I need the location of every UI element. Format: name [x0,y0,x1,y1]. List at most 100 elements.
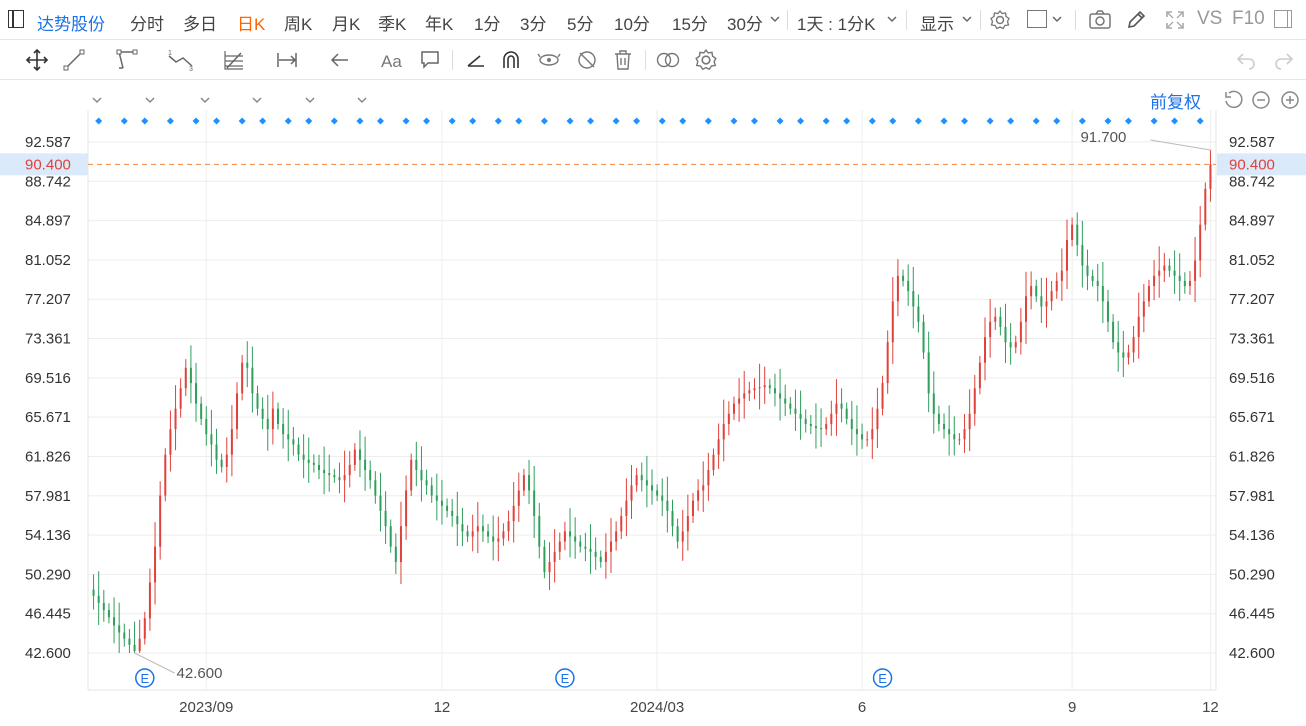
candle-body [820,428,823,430]
angle-tool-icon[interactable] [464,48,488,72]
redo-icon[interactable] [1272,48,1296,72]
chevron-down-icon[interactable] [200,97,210,105]
candle-body [138,638,141,651]
candle-body [189,367,192,384]
f10-button[interactable]: F10 [1232,8,1265,29]
drawing-toolbar: 1 3 Aa [0,40,1306,104]
min-leader-line [134,652,175,674]
chevron-down-icon[interactable] [962,16,972,24]
price-adjust-button[interactable]: 前复权 [1150,93,1201,112]
dividend-marker [1150,117,1158,125]
y-tick-label-right: 84.897 [1229,213,1275,230]
move-icon[interactable] [25,48,49,72]
line-tool-icon[interactable] [62,48,86,72]
chevron-down-icon[interactable] [252,97,262,105]
kline-chart-svg[interactable]: 92.587 92.587 88.742 88.742 84.897 84.897 81.0… [0,80,1306,726]
comment-tool-icon[interactable] [419,48,441,72]
stock-name[interactable]: 达势股份 [37,15,105,34]
trash-icon[interactable] [612,48,634,72]
tab-5min[interactable]: 5分 [567,15,594,34]
pencil-icon[interactable] [1125,9,1147,31]
tab-weekly-k[interactable]: 周K [284,15,313,34]
chevron-down-icon[interactable] [357,97,367,105]
wave-tool-icon[interactable]: 1 3 [166,48,196,72]
text-tool-icon[interactable]: Aa [380,48,406,72]
divider [1075,10,1076,30]
fib-tool-icon[interactable] [222,48,246,72]
tab-10min[interactable]: 10分 [614,15,650,34]
candle-body [497,538,500,542]
candle-body [968,413,971,430]
zoom-out-icon[interactable] [1250,89,1272,111]
candle-body [1199,224,1202,261]
tab-quarterly-k[interactable]: 季K [378,15,407,34]
chevron-down-icon[interactable] [92,97,102,105]
zoom-in-icon[interactable] [1279,89,1301,111]
candle-body [154,546,157,583]
dividend-marker [566,117,574,125]
tab-timeshare[interactable]: 分时 [130,15,164,34]
arrow-tool-icon[interactable] [328,48,352,72]
candle-body [876,408,879,430]
y-tick-label-right: 57.981 [1229,488,1275,505]
undo-icon[interactable] [1234,48,1258,72]
tab-30min[interactable]: 30分 [727,15,763,34]
candle-body [271,408,274,430]
candle-body [1101,286,1104,302]
lock-icon[interactable] [536,48,562,72]
tab-1min[interactable]: 1分 [474,15,501,34]
candle-body [866,439,869,441]
candle-body [471,531,474,537]
candle-body [1209,164,1212,189]
tab-15min[interactable]: 15分 [672,15,708,34]
settings-gear-icon[interactable] [989,9,1011,31]
candle-body [128,638,131,645]
dividend-marker [704,117,712,125]
side-panel-icon[interactable] [1274,10,1292,28]
chart-type-icon[interactable] [1027,10,1047,28]
tab-multi-day[interactable]: 多日 [183,15,217,34]
candle-body [1065,240,1068,271]
candle-body [507,521,510,532]
chevron-down-icon[interactable] [887,16,897,24]
candle-body [861,434,864,440]
channel-tool-icon[interactable] [115,48,139,72]
candle-body [143,618,146,639]
tab-yearly-k[interactable]: 年K [425,15,454,34]
candle-body [722,424,725,440]
compare-icon[interactable] [655,48,681,72]
chevron-down-icon[interactable] [1052,16,1062,24]
candle-body [640,475,643,481]
kline-chart[interactable]: 92.587 92.587 88.742 88.742 84.897 84.897 81.0… [0,80,1306,726]
candle-body [446,505,449,511]
candle-body [323,470,326,474]
tab-3min[interactable]: 3分 [520,15,547,34]
dividend-marker [679,117,687,125]
magnet-icon[interactable] [499,48,523,72]
candle-body [707,470,710,486]
fullscreen-icon[interactable] [1164,9,1186,31]
period-select[interactable]: 1天 : 1分K [797,15,876,34]
measure-tool-icon[interactable] [275,48,299,72]
candle-body [215,444,218,460]
chevron-down-icon[interactable] [305,97,315,105]
camera-icon[interactable] [1088,9,1112,31]
candle-body [282,424,285,435]
candle-body [615,531,618,542]
hide-icon[interactable] [575,48,599,72]
chevron-down-icon[interactable] [145,97,155,105]
dividend-marker [730,117,738,125]
compare-vs-button[interactable]: VS [1197,8,1223,29]
reset-icon[interactable] [1222,89,1244,111]
tab-daily-k[interactable]: 日K [237,15,266,34]
display-menu[interactable]: 显示 [920,15,954,34]
y-tick-label-right: 81.052 [1229,252,1275,269]
y-tick-label-left: 50.290 [25,566,71,583]
panel-toggle-icon[interactable] [8,10,24,28]
candle-body [681,531,684,542]
candle-body [963,429,966,440]
chevron-down-icon[interactable] [770,16,780,24]
candle-body [579,541,582,547]
settings-icon[interactable] [694,48,718,72]
tab-monthly-k[interactable]: 月K [332,15,361,34]
